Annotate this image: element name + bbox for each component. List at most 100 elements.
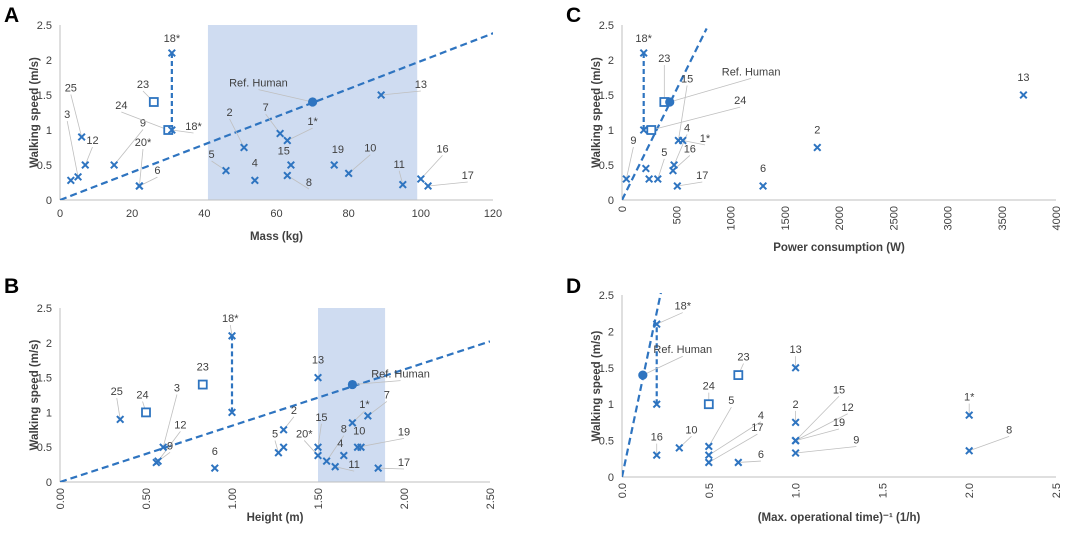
panel-d-y-tick-label: 1 bbox=[608, 399, 614, 411]
panel-a-point-label: 11 bbox=[393, 159, 404, 171]
panel-d-marker-x bbox=[652, 451, 661, 460]
panel-a-leader-line bbox=[84, 146, 93, 166]
panel-c-y-tick-label: 0 bbox=[608, 195, 614, 207]
panel-a-marker-x bbox=[74, 172, 83, 181]
panel-a-point-label: 12 bbox=[86, 135, 98, 147]
panel-b-x-tick-label: 2.50 bbox=[485, 488, 497, 509]
panel-b-leader-line bbox=[326, 435, 345, 462]
panel-d-x-tick-label: 0.0 bbox=[617, 483, 629, 498]
panel-a-letter: A bbox=[4, 4, 19, 27]
panel-c-y-axis-title: Walking speed (m/s) bbox=[591, 57, 603, 168]
panel-a-x-tick-label: 20 bbox=[126, 208, 138, 220]
panel-a-leader-line bbox=[229, 118, 245, 148]
panel-c-leader-line bbox=[625, 146, 634, 180]
panel-a-point-label: 19 bbox=[332, 144, 344, 156]
panel-c-leader-line bbox=[682, 140, 706, 146]
panel-c-marker-x bbox=[641, 164, 650, 173]
panel-b-y-tick-label: 1.5 bbox=[37, 373, 52, 385]
panel-d-leader-line bbox=[708, 421, 762, 456]
panel-b-marker-square bbox=[197, 379, 208, 390]
panel-d-marker-square bbox=[703, 399, 714, 410]
panel-c-x-tick-label: 3000 bbox=[943, 206, 955, 230]
panel-a-x-tick-label: 120 bbox=[484, 208, 502, 220]
panel-a-leader-line bbox=[113, 129, 144, 166]
panel-b-marker-x bbox=[331, 462, 340, 471]
panel-d-marker-x bbox=[675, 443, 684, 452]
panel-b-marker-x bbox=[363, 411, 372, 420]
panel-d-point-label: 6 bbox=[758, 449, 764, 461]
panel-d-point-label: 16 bbox=[651, 432, 663, 444]
panel-a-marker-x bbox=[424, 181, 433, 191]
panel-c-x-tick-label: 1000 bbox=[726, 206, 738, 230]
panel-d-point-label: 17 bbox=[751, 422, 763, 434]
panel-c-marker-x bbox=[1019, 90, 1028, 100]
panel-b-point-label: 23 bbox=[197, 362, 209, 374]
panel-d: D 0 0.5 1 1.5 2 2.5 0.0 0.5 1.0 1.5 2.0 2.5 (Max. op… bbox=[566, 275, 1063, 524]
panel-c-trend-line bbox=[622, 28, 708, 200]
panel-c-point-label: 2 bbox=[814, 125, 820, 137]
panel-d-x-tick-label: 1.0 bbox=[791, 483, 803, 498]
panel-c-x-tick-label: 2000 bbox=[834, 206, 846, 230]
panel-a-y-tick-label: 0 bbox=[46, 195, 52, 207]
panel-b-y-tick-label: 2.5 bbox=[37, 303, 52, 315]
panel-d-marker-x bbox=[791, 363, 800, 372]
panel-d-y-tick-label: 0.5 bbox=[599, 436, 614, 448]
panel-b-human-range-band bbox=[318, 308, 386, 482]
panel-d-leader-line bbox=[795, 428, 840, 441]
panel-d-x-tick-label: 2.5 bbox=[1051, 483, 1063, 498]
panel-c-point-label: 18* bbox=[635, 33, 652, 45]
panel-c-x-tick-label: 3500 bbox=[997, 206, 1009, 230]
panel-c-point-label: 15 bbox=[681, 73, 693, 85]
panel-a-point-label: 4 bbox=[252, 157, 258, 169]
panel-b-marker-x bbox=[313, 451, 323, 460]
panel-a-marker-x bbox=[221, 166, 230, 175]
panel-c-x-tick-label: 2500 bbox=[888, 206, 900, 230]
panel-d-point-label: 15 bbox=[833, 384, 845, 396]
panel-c-point-label: 5 bbox=[661, 147, 667, 159]
panel-a-leader-line bbox=[348, 154, 371, 174]
panel-c-point-label: 1* bbox=[700, 133, 711, 145]
panel-d-point-label: 9 bbox=[853, 435, 859, 447]
panel-c-point-label: 17 bbox=[696, 170, 708, 182]
panel-b-point-label: 18* bbox=[222, 313, 239, 325]
panel-a-y-tick-label: 1.5 bbox=[37, 90, 52, 102]
panel-c-marker-x bbox=[678, 136, 687, 145]
panel-c-marker-x bbox=[639, 48, 648, 58]
panel-a-marker-x bbox=[377, 90, 386, 100]
panel-a-marker-x bbox=[240, 143, 249, 152]
panel-b-x-tick-label: 0.00 bbox=[55, 488, 67, 509]
panel-d-leader-line bbox=[795, 396, 840, 441]
panel-a: A 0 0.5 1 1.5 2 2.5 0 20 40 60 80 100 120 Mass (kg) Wa… bbox=[4, 4, 502, 243]
panel-a-marker-x bbox=[81, 160, 90, 170]
panel-b-leader-line bbox=[357, 437, 405, 448]
panel-b-marker-x bbox=[339, 451, 348, 460]
panel-a-point-label: Ref. Human bbox=[229, 78, 288, 90]
panel-b-point-label: 6 bbox=[212, 446, 218, 458]
panel-a-point-label: 16 bbox=[436, 143, 448, 155]
panel-b-marker-x bbox=[116, 415, 125, 424]
panel-a-point-label: 23 bbox=[137, 79, 149, 91]
panel-a-marker-x bbox=[286, 160, 295, 170]
panel-a-marker-x bbox=[283, 171, 292, 180]
panel-c-marker-x bbox=[668, 166, 678, 175]
panel-d-y-tick-label: 1.5 bbox=[599, 363, 614, 375]
panel-b-y-tick-label: 1 bbox=[46, 407, 52, 419]
panel-c-marker-x bbox=[759, 181, 768, 191]
panel-d-point-label: 10 bbox=[685, 424, 697, 436]
panel-a-point-label: 9 bbox=[140, 118, 146, 130]
panel-b-leader-line bbox=[352, 380, 401, 385]
panel-a-marker-x bbox=[344, 169, 353, 178]
panel-d-marker-x bbox=[652, 400, 661, 409]
panel-a-marker-x bbox=[250, 176, 259, 185]
panel-d-leader-line bbox=[795, 413, 848, 441]
panel-d-marker-x bbox=[965, 446, 974, 455]
panel-b-point-label: 1* bbox=[359, 399, 370, 411]
panel-c-marker-x bbox=[813, 143, 822, 152]
panel-c-point-label: 13 bbox=[1017, 72, 1029, 84]
panel-a-leader-line bbox=[139, 176, 158, 187]
panel-a-point-label: 24 bbox=[115, 100, 127, 112]
panel-a-marker-x bbox=[66, 176, 75, 185]
panel-a-marker-x bbox=[77, 132, 86, 142]
panel-a-leader-line bbox=[171, 129, 194, 134]
panel-a-leader-line bbox=[428, 181, 468, 187]
